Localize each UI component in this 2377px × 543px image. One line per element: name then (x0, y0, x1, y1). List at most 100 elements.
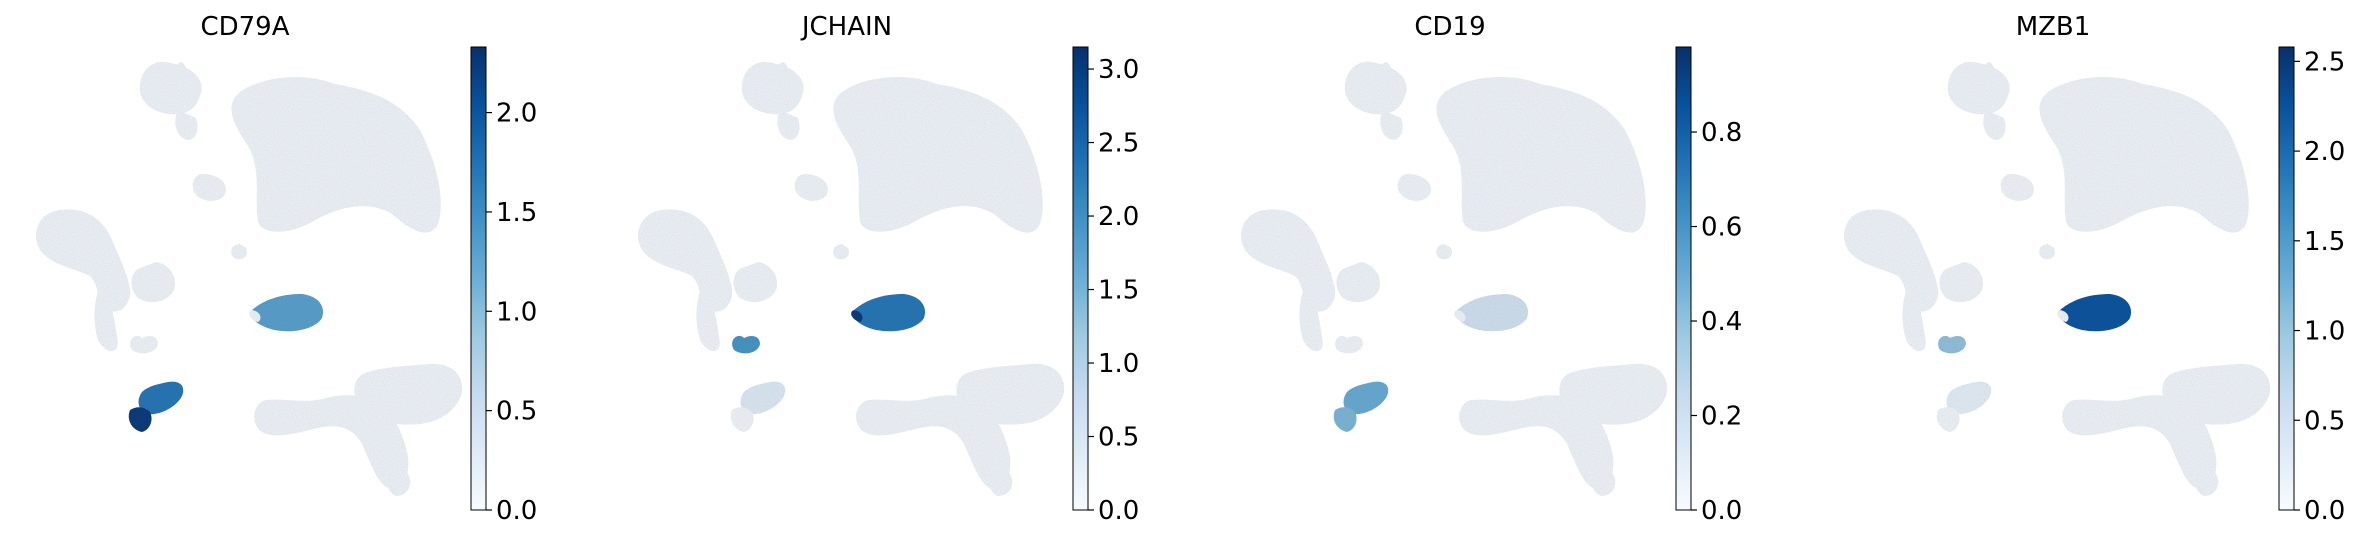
cluster-top-small (1381, 62, 1392, 75)
cluster-bottom-tail (989, 470, 1013, 496)
colorbar-tick-label: 0.0 (2304, 496, 2345, 526)
cluster-lower-left-upper (740, 381, 786, 415)
colorbar: 0.0 0.5 1.0 1.5 2.0 2.5 (2278, 46, 2345, 526)
umap-scatter (36, 61, 463, 496)
cluster-top-small (778, 62, 789, 75)
umap-scatter (1844, 61, 2271, 496)
cluster-big-right (231, 77, 441, 233)
cluster-bottom-mid (1459, 395, 1614, 490)
panel-cd19: CD19 0.0 0.2 0.4 0.6 0.8 (1241, 12, 1742, 526)
cluster-bottom-mid (856, 395, 1011, 490)
cluster-bottom-tail (2195, 470, 2219, 496)
cluster-bottom-tail (387, 470, 411, 496)
colorbar: 0.0 0.5 1.0 1.5 2.0 (470, 46, 537, 526)
cluster-left-large (36, 209, 131, 312)
panel-title: MZB1 (2016, 12, 2091, 42)
colorbar-tick-label: 0.5 (1098, 423, 1139, 453)
cluster-left-cluster2 (1336, 262, 1381, 303)
colorbar-tick-label: 1.5 (496, 198, 537, 228)
cluster-left-cluster2 (131, 262, 176, 303)
colorbar-tick-label: 2.0 (2304, 137, 2345, 167)
colorbar-tick-label: 3.0 (1098, 55, 1139, 85)
panel-cd79a: CD79A 0.0 0.5 1.0 1.5 2.0 (36, 12, 537, 526)
panel-title: CD19 (1414, 12, 1485, 42)
cluster-left-large (1241, 209, 1336, 312)
colorbar-tick-label: 2.5 (1098, 129, 1139, 159)
panel-title: JCHAIN (800, 12, 892, 42)
colorbar-tick-label: 0.0 (1098, 496, 1139, 526)
colorbar: 0.0 0.2 0.4 0.6 0.8 (1675, 46, 1742, 526)
colorbar-tick-label: 0.0 (1701, 496, 1742, 526)
panel-jchain: JCHAIN 0.0 0.5 1.0 1.5 2.0 2.5 3.0 (638, 12, 1139, 526)
colorbar-gradient (470, 46, 487, 511)
colorbar: 0.0 0.5 1.0 1.5 2.0 2.5 3.0 (1072, 46, 1139, 526)
colorbar-gradient (1072, 46, 1089, 511)
cluster-bottom-mid (254, 395, 409, 490)
colorbar-tick-label: 2.0 (1098, 202, 1139, 232)
cluster-right-middle (2059, 294, 2132, 332)
colorbar-tick-label: 1.5 (1098, 276, 1139, 306)
cluster-mid-small (1397, 173, 1431, 201)
cluster-lower-left-tip (1936, 407, 1960, 432)
cluster-right-middle-tip (1454, 310, 1466, 322)
cluster-lower-left-upper (138, 381, 184, 415)
cluster-top-left (139, 61, 202, 140)
cluster-left-strand (1299, 286, 1323, 352)
cluster-bottom-mid (2062, 395, 2217, 490)
cluster-top-left (1947, 61, 2010, 140)
cluster-small-mid (2039, 244, 2056, 260)
umap-scatter (638, 61, 1065, 496)
cluster-big-right (1436, 77, 1646, 233)
colorbar-tick-label: 1.0 (2304, 317, 2345, 347)
colorbar-tick-label: 0.2 (1701, 402, 1742, 432)
cluster-left-strand (94, 286, 118, 352)
cluster-left-cluster2 (1939, 262, 1984, 303)
colorbar-tick-label: 0.5 (496, 397, 537, 427)
cluster-bottom-right (2162, 363, 2271, 425)
colorbar-tick-label: 0.0 (496, 496, 537, 526)
cluster-top-small (1984, 62, 1995, 75)
cluster-big-right (833, 77, 1043, 233)
cluster-right-middle-tip (249, 310, 261, 322)
cluster-right-middle (1456, 294, 1529, 332)
cluster-big-right (2039, 77, 2249, 233)
cluster-top-left (1344, 61, 1407, 140)
cluster-left-strand (696, 286, 720, 352)
cluster-bottom-right (956, 363, 1065, 425)
colorbar-tick-label: 0.5 (2304, 406, 2345, 436)
colorbar-tick-label: 0.8 (1701, 118, 1742, 148)
cluster-right-middle-tip (2057, 310, 2069, 322)
cluster-bottom-tail (1592, 470, 1616, 496)
cluster-small-band (1335, 335, 1363, 354)
cluster-small-mid (231, 244, 248, 260)
colorbar-gradient (2278, 46, 2295, 511)
cluster-lower-left-tip (730, 407, 754, 432)
cluster-mid-small (2000, 173, 2034, 201)
colorbar-gradient (1675, 46, 1692, 511)
umap-scatter (1241, 61, 1668, 496)
colorbar-tick-label: 1.5 (2304, 227, 2345, 257)
colorbar-tick-label: 1.0 (496, 297, 537, 327)
cluster-small-band (1938, 335, 1966, 354)
cluster-mid-small (794, 173, 828, 201)
cluster-right-middle (251, 294, 324, 332)
cluster-bottom-right (354, 363, 463, 425)
colorbar-tick-label: 2.0 (496, 99, 537, 129)
cluster-lower-left-tip (128, 407, 152, 432)
cluster-top-left (741, 61, 804, 140)
panel-title: CD79A (200, 12, 289, 42)
cluster-mid-small (192, 173, 226, 201)
cluster-right-middle (853, 294, 926, 332)
cluster-lower-left-upper (1946, 381, 1992, 415)
cluster-small-band (130, 335, 158, 354)
colorbar-tick-label: 0.4 (1701, 307, 1742, 337)
panel-mzb1: MZB1 0.0 0.5 1.0 1.5 2.0 2.5 (1844, 12, 2345, 526)
cluster-left-cluster2 (733, 262, 778, 303)
cluster-lower-left-upper (1343, 381, 1389, 415)
cluster-left-large (1844, 209, 1939, 312)
colorbar-tick-label: 2.5 (2304, 47, 2345, 77)
cluster-small-band (732, 335, 760, 354)
cluster-bottom-right (1559, 363, 1668, 425)
colorbar-tick-label: 1.0 (1098, 349, 1139, 379)
